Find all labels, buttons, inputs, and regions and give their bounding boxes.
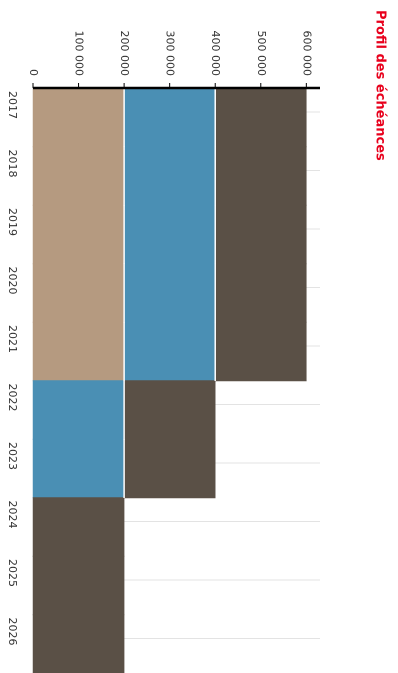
x-tick-label: 2024: [6, 501, 19, 529]
bar-segment: [32, 263, 125, 323]
bar-segment: [214, 87, 307, 148]
bar-segment: [32, 146, 125, 206]
x-tick-label: 2025: [6, 559, 19, 587]
x-tick-label: 2017: [6, 91, 19, 119]
x-tick-label: 2023: [6, 442, 19, 470]
bar-segment: [123, 87, 216, 148]
y-tick-label: 0: [27, 69, 40, 76]
bar-segment: [214, 204, 307, 265]
bar-segment: [123, 321, 216, 382]
bar-segment: [123, 380, 216, 440]
y-tick-label: 400 000: [209, 31, 222, 77]
y-tick-label: 600 000: [300, 31, 313, 77]
bar-segment: [32, 380, 125, 440]
bar-segment: [123, 263, 216, 323]
bar-segment: [32, 614, 125, 673]
x-tick-label: 2018: [6, 150, 19, 178]
y-tick-label: 100 000: [73, 31, 86, 77]
bar-segment: [32, 321, 125, 382]
y-tick-label: 300 000: [164, 31, 177, 77]
bar-segment: [214, 321, 307, 382]
bar-segment: [32, 438, 125, 499]
bar-segment: [214, 263, 307, 323]
y-tick-label: 200 000: [118, 31, 131, 77]
bar-segment: [32, 555, 125, 616]
bar-segment: [123, 438, 216, 499]
bar-segment: [32, 87, 125, 148]
bar-segment: [32, 204, 125, 265]
bar-segment: [214, 146, 307, 206]
x-tick-label: 2026: [6, 618, 19, 646]
bar-segment: [123, 146, 216, 206]
x-tick-label: 2021: [6, 325, 19, 353]
bar-segment: [123, 204, 216, 265]
x-tick-label: 2020: [6, 267, 19, 295]
y-tick-label: 500 000: [255, 31, 268, 77]
x-tick-label: 2019: [6, 208, 19, 236]
bar-segment: [32, 497, 125, 557]
chart-title: Profil des échéances: [373, 10, 388, 161]
x-tick-label: 2022: [6, 384, 19, 412]
